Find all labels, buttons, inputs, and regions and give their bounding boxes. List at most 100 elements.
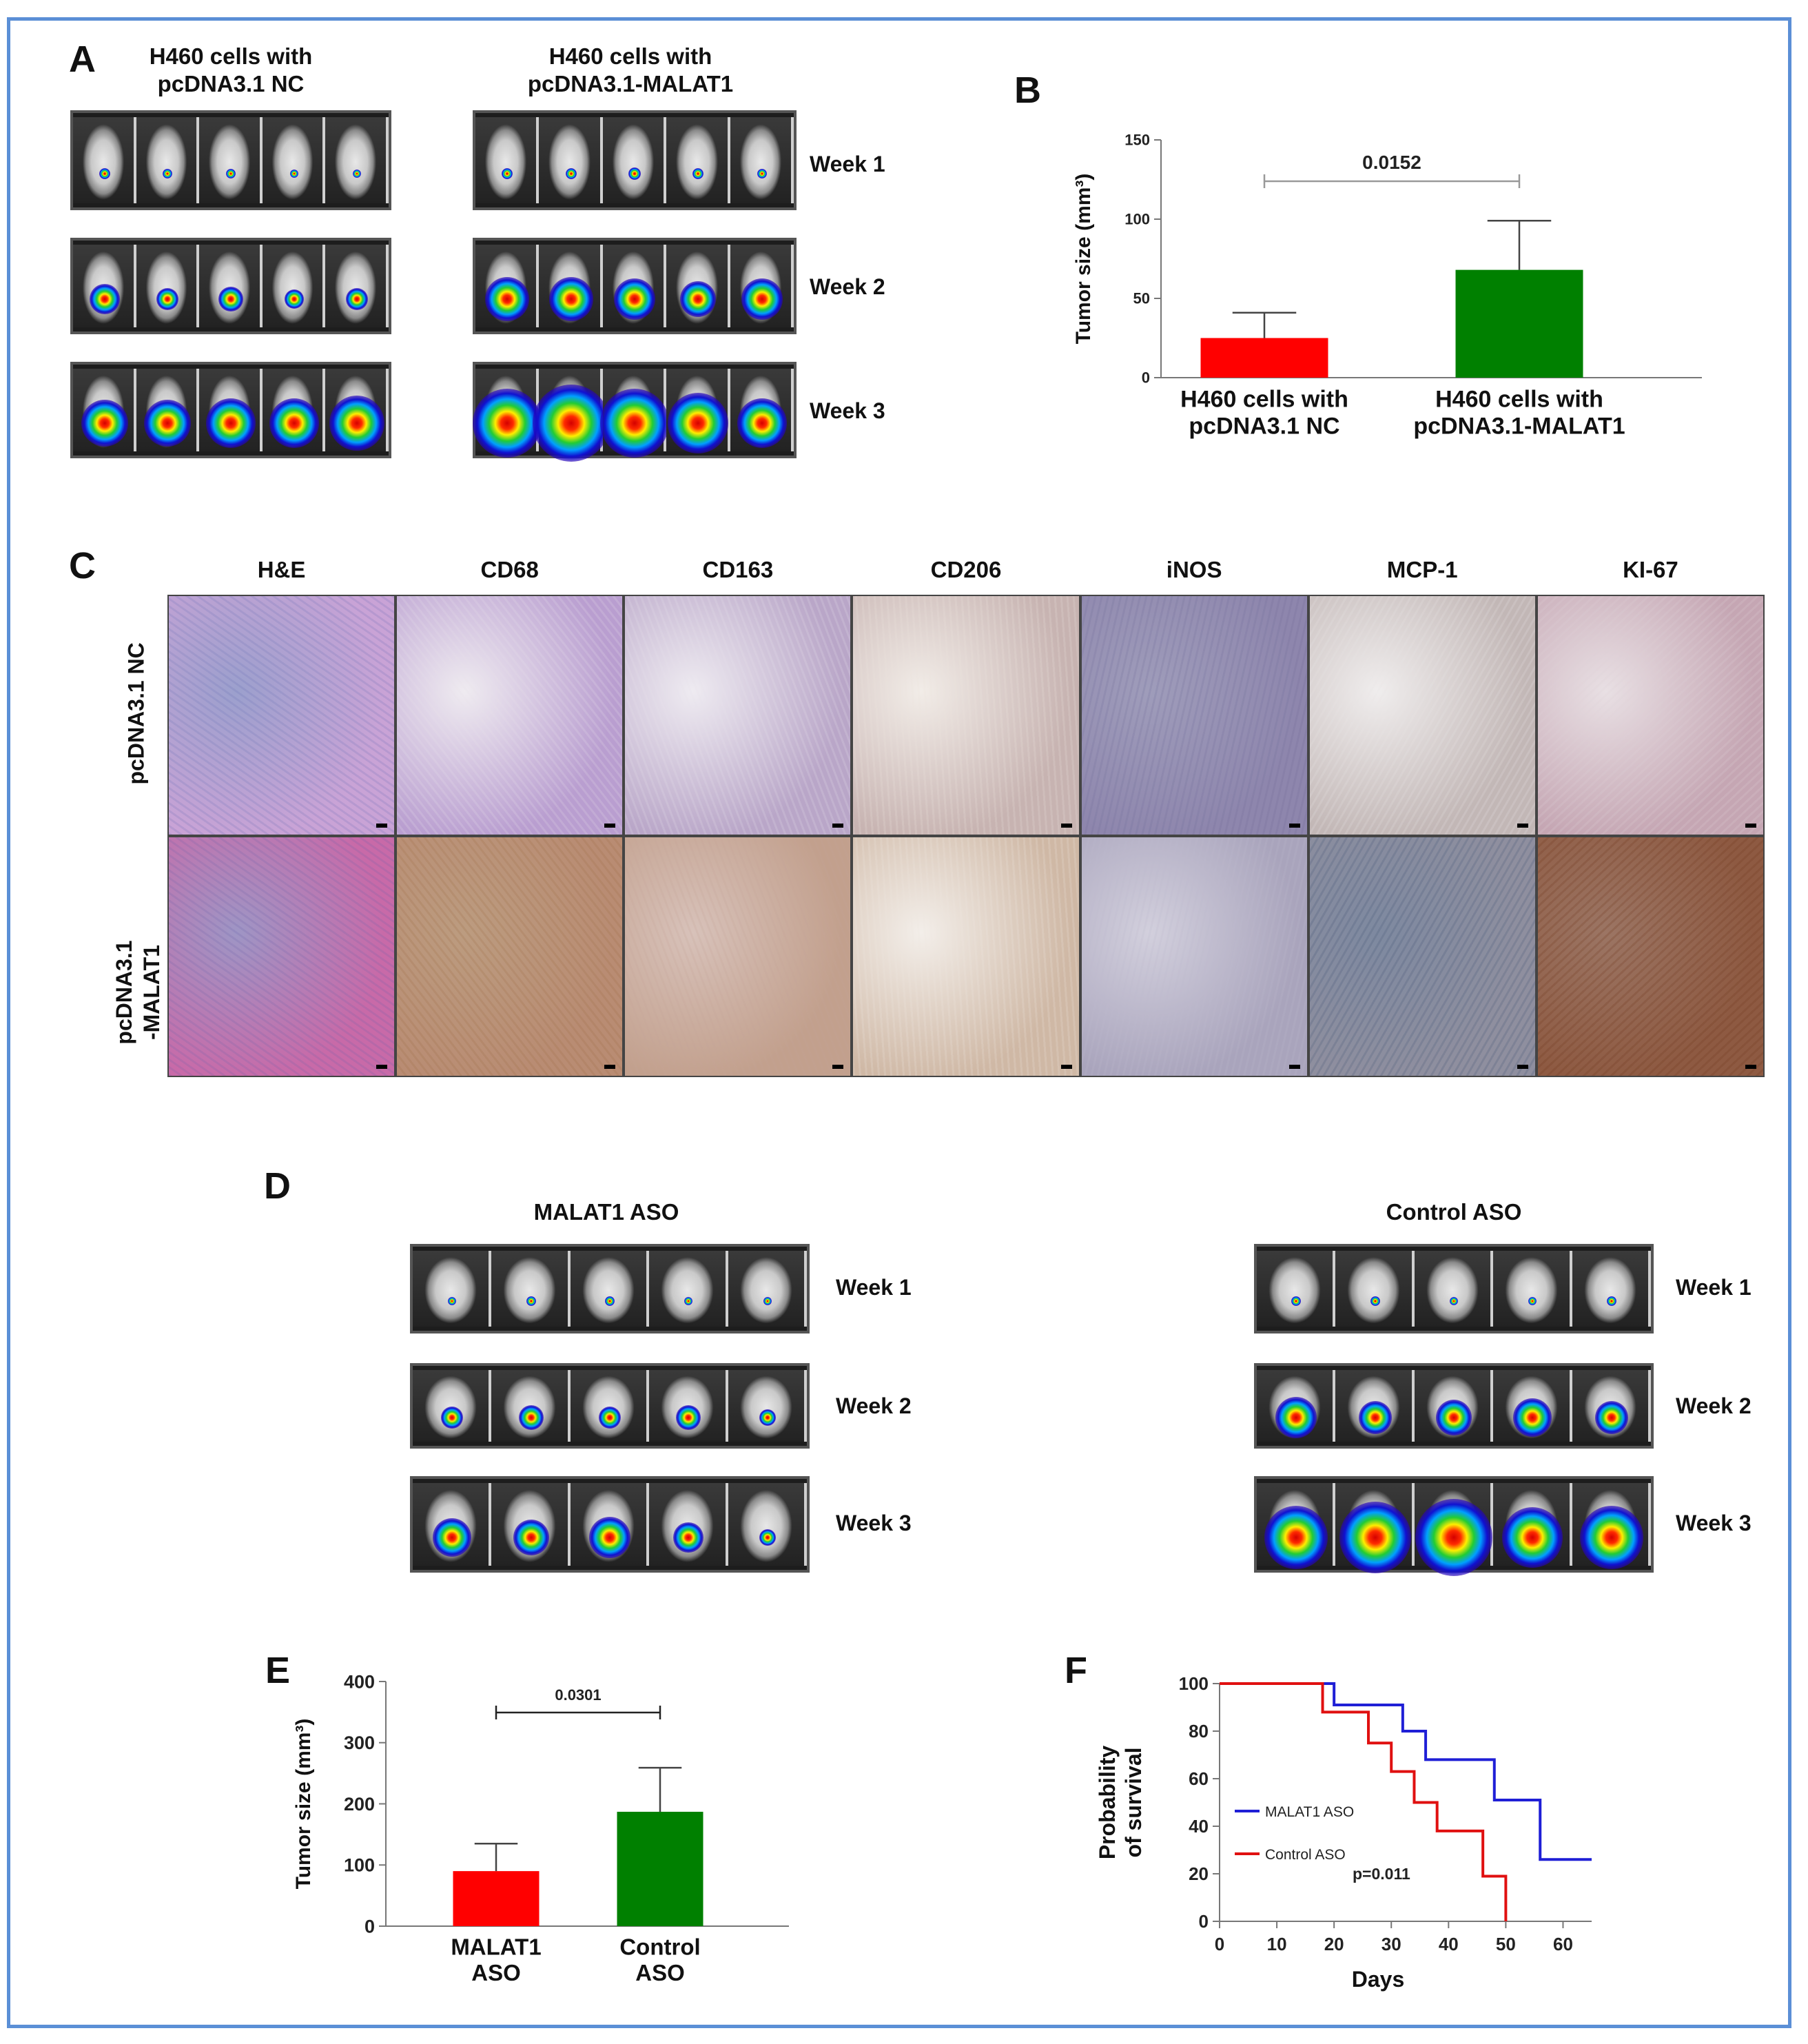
bioluminescence-signal (225, 169, 236, 179)
mouse-image (73, 369, 136, 451)
p-value-label: p=0.011 (1353, 1865, 1410, 1883)
bioluminescence-signal (741, 278, 783, 320)
mouse-image (1493, 1251, 1572, 1327)
histology-tile (395, 836, 624, 1077)
mouse-image (262, 117, 326, 203)
bioluminescence-signal (1291, 1296, 1302, 1307)
y-axis-label: Probability (1095, 1746, 1120, 1860)
panel-c-column-header: CD163 (702, 557, 774, 582)
mouse-image (1414, 1251, 1494, 1327)
bioluminescence-signal (1528, 1297, 1537, 1306)
scale-bar (376, 824, 388, 828)
bioluminescence-signal (289, 170, 298, 178)
mouse-image (491, 1370, 571, 1442)
mouse-image (1572, 1251, 1651, 1327)
mouse-image (539, 245, 603, 327)
panel-d-left-week-1: Week 1 (836, 1275, 912, 1300)
panel-d-control-week-1 (1254, 1244, 1654, 1333)
scale-bar (376, 1065, 388, 1069)
panel-f-survival-chart: 0 20 40 60 80 100 0 10 20 30 40 50 60 Days Probability… (1095, 1673, 1592, 1992)
mouse-image (1572, 1483, 1651, 1570)
scale-bar (1517, 824, 1528, 828)
bioluminescence-signal (1513, 1398, 1552, 1438)
bioluminescence-signal (588, 1517, 630, 1559)
mouse-image (539, 117, 603, 203)
mouse-image (600, 369, 669, 458)
survival-curve (1220, 1682, 1508, 1921)
histology-tile (1080, 836, 1308, 1077)
x-tick-label: 20 (1324, 1934, 1344, 1954)
bioluminescence-signal (329, 396, 385, 451)
bar (1455, 269, 1583, 378)
histology-tile (1536, 836, 1765, 1077)
bioluminescence-signal (89, 284, 120, 315)
bioluminescence-signal (676, 1405, 701, 1431)
mouse-image (262, 245, 326, 327)
mouse-image (73, 117, 136, 203)
bioluminescence-signal (1502, 1507, 1563, 1568)
mouse-image (730, 117, 794, 203)
y-tick-label: 300 (344, 1733, 375, 1753)
bioluminescence-signal (433, 1518, 472, 1557)
histology-tile (167, 836, 396, 1077)
mouse-image (475, 245, 540, 327)
bioluminescence-signal (737, 398, 787, 449)
panel-letter-c: C (69, 545, 96, 586)
scale-bar (1288, 824, 1300, 828)
panel-letter-b: B (1014, 70, 1041, 111)
bioluminescence-signal (269, 398, 319, 449)
bioluminescence-signal (613, 278, 655, 320)
bioluminescence-signal (1415, 1499, 1492, 1577)
histology-tile (167, 595, 396, 836)
bioluminescence-signal (284, 289, 304, 309)
category-label: pcDNA3.1-MALAT1 (1413, 413, 1625, 440)
panel-d-right-week-3: Week 3 (1676, 1511, 1751, 1535)
category-label: H460 cells with (1435, 387, 1603, 413)
mouse-image (136, 245, 200, 327)
mouse-image (1257, 1251, 1336, 1327)
bar (617, 1812, 703, 1926)
mouse-image (491, 1483, 571, 1566)
mouse-image (413, 1251, 492, 1327)
p-value-label: 0.0301 (555, 1686, 601, 1704)
y-tick-label: 60 (1189, 1768, 1209, 1789)
bioluminescence-signal (1449, 1297, 1458, 1306)
panel-letter-a: A (69, 39, 96, 80)
panel-d-left-week-2: Week 2 (836, 1393, 912, 1418)
bioluminescence-signal (485, 277, 530, 322)
bioluminescence-signal (680, 281, 717, 318)
mouse-image (136, 369, 200, 451)
panel-d-right-week-2: Week 2 (1676, 1393, 1751, 1418)
legend-label: MALAT1 ASO (1265, 1804, 1354, 1820)
panel-d-right-group-label: Control ASO (1386, 1199, 1522, 1225)
bioluminescence-signal (144, 400, 192, 447)
scale-bar (1745, 1065, 1756, 1069)
bioluminescence-signal (1606, 1296, 1616, 1307)
bioluminescence-signal (218, 287, 243, 312)
bioluminescence-signal (692, 168, 704, 180)
histology-tile (1308, 595, 1537, 836)
bioluminescence-signal (1579, 1506, 1643, 1570)
bioluminescence-signal (526, 1296, 536, 1307)
mouse-image (199, 245, 263, 327)
mouse-image (666, 369, 730, 454)
category-label: ASO (471, 1960, 521, 1985)
bioluminescence-signal (628, 167, 641, 181)
category-label: pcDNA3.1 NC (1189, 413, 1339, 440)
bioluminescence-signal (604, 1296, 615, 1307)
mouse-image (199, 117, 263, 203)
mouse-image (1335, 1370, 1415, 1442)
panel-letter-e: E (265, 1650, 291, 1691)
mouse-image (325, 369, 389, 451)
scale-bar (1288, 1065, 1300, 1069)
bioluminescence-signal (1358, 1401, 1392, 1435)
panel-c-row-label-nc: pcDNA3.1 NC (123, 642, 149, 785)
panel-d-malat1-week-2 (410, 1363, 810, 1449)
bioluminescence-signal (548, 277, 593, 322)
mouse-image (325, 117, 389, 203)
bioluminescence-signal (1594, 1401, 1628, 1435)
x-tick-label: 40 (1439, 1934, 1459, 1954)
scale-bar (832, 824, 844, 828)
x-tick-label: 60 (1553, 1934, 1573, 1954)
y-tick-label: 100 (1124, 211, 1150, 228)
